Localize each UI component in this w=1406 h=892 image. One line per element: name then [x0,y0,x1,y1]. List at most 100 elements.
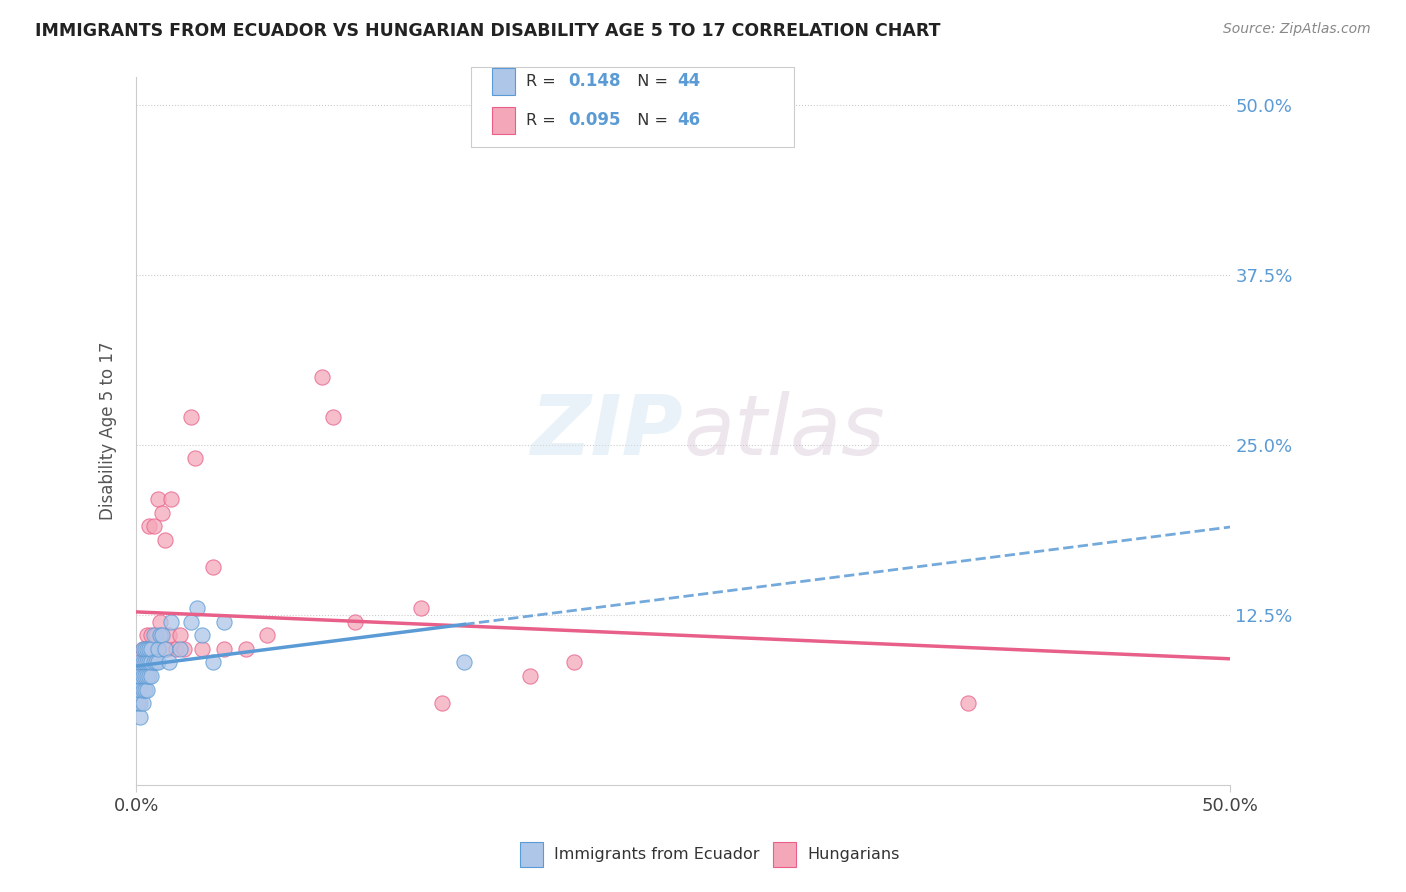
Point [169,628,191,642]
Point [142,628,165,642]
Point [138,641,160,656]
Point [149,615,172,629]
Text: 46: 46 [678,112,700,129]
Point [129,682,152,697]
Point [212,615,235,629]
Point [141,656,163,670]
Point [136,656,159,670]
Point [131,641,153,656]
Point [180,410,202,425]
Text: 44: 44 [678,72,702,90]
Point [134,656,156,670]
Point [235,641,257,656]
Point [142,641,165,656]
Point [150,628,173,642]
Point [212,641,235,656]
Point [432,696,454,710]
Point [131,696,153,710]
Point [127,696,149,710]
Point [157,628,180,642]
Text: 0.095: 0.095 [568,112,620,129]
Point [136,669,159,683]
Point [141,669,163,683]
Point [129,710,152,724]
Point [134,656,156,670]
Point [160,492,183,507]
Point [134,641,156,656]
Point [134,641,156,656]
Point [127,682,149,697]
Point [127,682,149,697]
Point [322,410,344,425]
Point [136,656,159,670]
Point [409,601,432,615]
Point [142,519,165,533]
Text: Immigrants from Ecuador: Immigrants from Ecuador [554,847,759,862]
Text: N =: N = [627,74,673,88]
Point [138,669,160,683]
Point [138,656,160,670]
Point [184,451,207,466]
Point [519,669,541,683]
Point [142,656,165,670]
Y-axis label: Disability Age 5 to 17: Disability Age 5 to 17 [100,342,117,520]
Point [129,656,152,670]
Point [129,669,152,683]
Point [136,669,159,683]
Point [165,641,187,656]
Point [180,615,202,629]
Point [150,506,173,520]
Point [138,641,160,656]
Point [136,641,159,656]
Point [160,615,183,629]
Text: IMMIGRANTS FROM ECUADOR VS HUNGARIAN DISABILITY AGE 5 TO 17 CORRELATION CHART: IMMIGRANTS FROM ECUADOR VS HUNGARIAN DIS… [35,22,941,40]
Point [149,628,172,642]
Point [453,656,475,670]
Text: N =: N = [627,113,673,128]
Text: 0.148: 0.148 [568,72,620,90]
Point [157,656,180,670]
Text: Hungarians: Hungarians [807,847,900,862]
Point [145,656,167,670]
Text: R =: R = [526,113,561,128]
Point [145,628,167,642]
Point [146,656,169,670]
Point [343,615,366,629]
Point [129,669,152,683]
Point [134,682,156,697]
Point [127,696,149,710]
Point [201,560,224,574]
Point [169,641,191,656]
Point [146,641,169,656]
Point [201,656,224,670]
Point [311,369,333,384]
Point [562,656,585,670]
Point [141,641,163,656]
Point [146,641,169,656]
Point [136,628,159,642]
Text: ZIP: ZIP [530,391,683,472]
Point [131,669,153,683]
Point [256,628,278,642]
Point [129,696,152,710]
Point [141,656,163,670]
Point [131,656,153,670]
Point [129,656,152,670]
Point [191,641,214,656]
Point [153,533,176,547]
Point [138,519,160,533]
Point [191,628,214,642]
Point [134,669,156,683]
Point [156,641,179,656]
Point [186,601,208,615]
Point [129,682,152,697]
Point [141,628,163,642]
Point [153,641,176,656]
Text: atlas: atlas [683,391,884,472]
Point [136,682,159,697]
Point [131,669,153,683]
Point [146,492,169,507]
Text: R =: R = [526,74,561,88]
Point [173,641,195,656]
Point [127,669,149,683]
